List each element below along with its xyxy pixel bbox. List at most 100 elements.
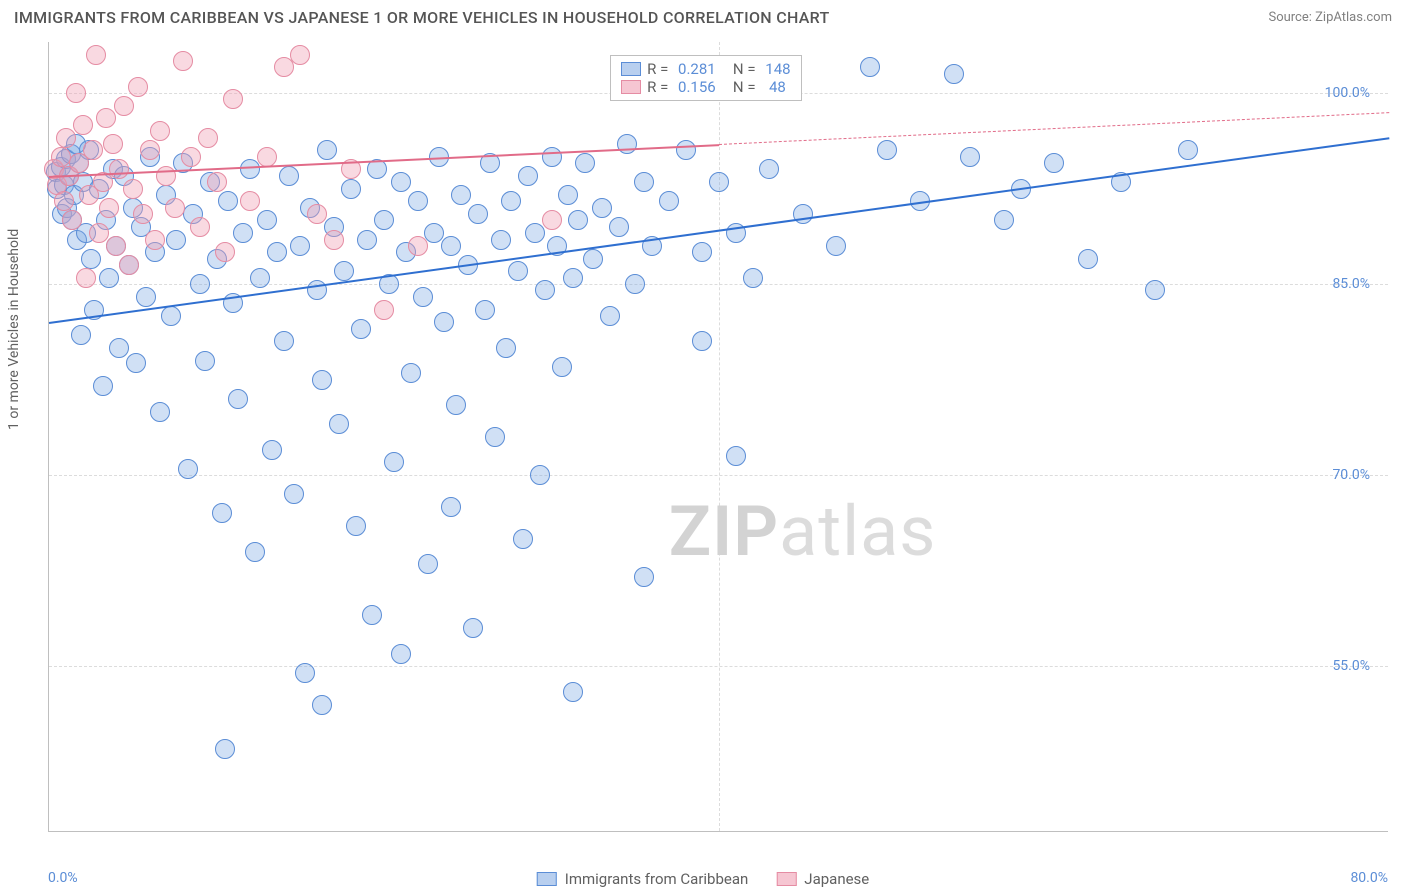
scatter-point-caribbean [391,172,411,192]
scatter-point-japanese [51,147,71,167]
scatter-point-caribbean [71,325,91,345]
stat-n-label: N = [722,60,760,78]
scatter-point-caribbean [434,312,454,332]
scatter-point-japanese [150,121,170,141]
scatter-point-caribbean [542,147,562,167]
scatter-point-caribbean [357,230,377,250]
scatter-point-caribbean [508,261,528,281]
series-legend: Immigrants from Caribbean Japanese [537,870,870,888]
scatter-point-caribbean [759,159,779,179]
scatter-point-japanese [190,217,210,237]
scatter-point-japanese [62,210,82,230]
scatter-point-caribbean [692,331,712,351]
scatter-point-caribbean [501,191,521,211]
scatter-point-japanese [106,236,126,256]
scatter-point-japanese [165,198,185,218]
scatter-point-caribbean [1178,140,1198,160]
legend-swatch [621,80,641,94]
scatter-point-japanese [290,45,310,65]
stat-row: R = 0.156 N = 48 [621,78,790,96]
scatter-point-caribbean [413,287,433,307]
scatter-point-caribbean [491,230,511,250]
scatter-point-caribbean [267,242,287,262]
scatter-point-caribbean [575,153,595,173]
legend-label: Japanese [804,870,869,888]
scatter-point-caribbean [126,353,146,373]
watermark: ZIPatlas [669,491,937,573]
scatter-point-caribbean [274,331,294,351]
scatter-point-caribbean [563,682,583,702]
scatter-point-caribbean [279,166,299,186]
scatter-point-japanese [109,159,129,179]
scatter-point-japanese [145,230,165,250]
scatter-point-caribbean [860,57,880,77]
chart-title: IMMIGRANTS FROM CARIBBEAN VS JAPANESE 1 … [14,8,830,27]
scatter-point-caribbean [215,739,235,759]
scatter-point-caribbean [1044,153,1064,173]
scatter-point-caribbean [563,268,583,288]
scatter-point-caribbean [726,446,746,466]
scatter-point-japanese [140,140,160,160]
legend-label: Immigrants from Caribbean [565,870,749,888]
scatter-point-caribbean [334,261,354,281]
scatter-point-caribbean [109,338,129,358]
y-tick-label: 85.0% [1332,276,1370,292]
scatter-point-caribbean [295,663,315,683]
scatter-point-caribbean [190,274,210,294]
scatter-point-caribbean [446,395,466,415]
legend-item: Immigrants from Caribbean [537,870,749,888]
scatter-point-caribbean [743,268,763,288]
scatter-point-japanese [181,147,201,167]
scatter-point-caribbean [93,376,113,396]
scatter-plot-area: 100.0%85.0%70.0%55.0%ZIPatlasR = 0.281 N… [48,42,1388,832]
stat-r-label: R = [647,60,672,78]
scatter-point-caribbean [351,319,371,339]
scatter-point-caribbean [485,427,505,447]
scatter-point-caribbean [99,268,119,288]
scatter-point-caribbean [290,236,310,256]
scatter-point-caribbean [568,210,588,230]
scatter-point-caribbean [233,223,253,243]
scatter-point-japanese [56,128,76,148]
stat-r-label: R = [647,78,672,96]
scatter-point-caribbean [391,644,411,664]
scatter-point-caribbean [634,172,654,192]
y-tick-label: 70.0% [1332,467,1370,483]
scatter-point-caribbean [384,452,404,472]
scatter-point-caribbean [341,179,361,199]
stat-n-label: N = [722,78,760,96]
scatter-point-japanese [198,128,218,148]
scatter-point-japanese [133,204,153,224]
scatter-point-caribbean [228,389,248,409]
scatter-point-caribbean [441,497,461,517]
scatter-point-caribbean [463,618,483,638]
scatter-point-caribbean [468,204,488,224]
scatter-point-caribbean [1078,249,1098,269]
scatter-point-japanese [240,191,260,211]
scatter-point-caribbean [944,64,964,84]
scatter-point-japanese [324,230,344,250]
scatter-point-caribbean [312,370,332,390]
stat-r-value: 0.281 [678,60,716,78]
y-axis-label: 1 or more Vehicles in Household [6,229,22,430]
scatter-point-japanese [257,147,277,167]
scatter-point-caribbean [518,166,538,186]
scatter-point-caribbean [634,567,654,587]
y-tick-label: 55.0% [1332,658,1370,674]
scatter-point-caribbean [81,249,101,269]
scatter-point-caribbean [552,357,572,377]
scatter-point-japanese [408,236,428,256]
scatter-point-caribbean [617,134,637,154]
scatter-point-caribbean [535,280,555,300]
scatter-point-japanese [274,57,294,77]
scatter-point-japanese [223,89,243,109]
scatter-point-caribbean [475,300,495,320]
scatter-point-japanese [86,45,106,65]
scatter-point-japanese [103,134,123,154]
scatter-point-japanese [215,242,235,262]
scatter-point-caribbean [530,465,550,485]
scatter-point-caribbean [245,542,265,562]
stat-n-value: 48 [765,78,786,96]
scatter-point-caribbean [178,459,198,479]
scatter-point-caribbean [312,695,332,715]
